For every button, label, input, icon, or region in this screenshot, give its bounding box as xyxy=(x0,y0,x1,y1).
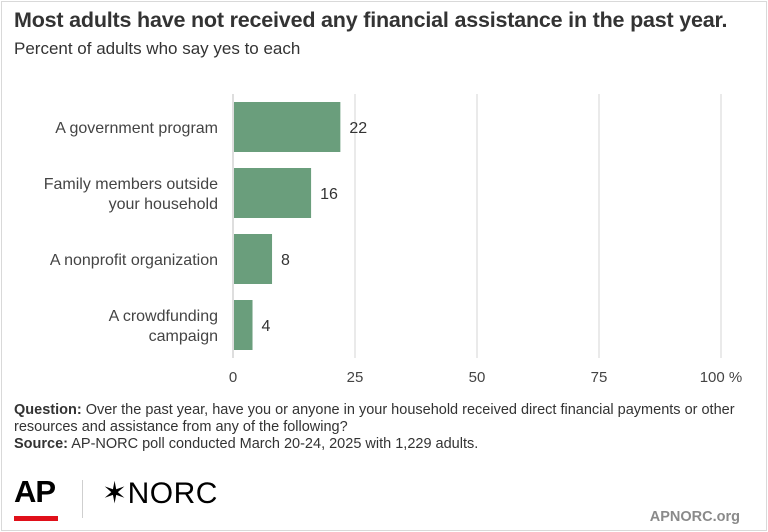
ap-logo: AP xyxy=(14,474,56,509)
x-tick-label: 25 xyxy=(347,369,364,386)
category-label-line: Family members outside xyxy=(44,176,218,193)
bar xyxy=(234,234,273,284)
source-label: Source: xyxy=(14,436,68,452)
chart-subtitle: Percent of adults who say yes to each xyxy=(14,39,301,58)
bar xyxy=(234,102,341,152)
category-label: A crowdfunding campaign xyxy=(109,308,218,345)
x-tick-label: 0 xyxy=(229,369,237,386)
logo-bar: AP ✶NORC APNORC.org xyxy=(14,474,754,525)
data-label: 16 xyxy=(320,186,338,203)
bar-chart: 0 25 50 75 100 % 22 A government program 16 Fami… xyxy=(44,94,743,386)
category-label-line: your household xyxy=(109,196,218,213)
norc-logo: ✶NORC xyxy=(102,477,218,510)
question-note: Question: Over the past year, have you o… xyxy=(14,402,754,436)
data-label: 22 xyxy=(349,120,367,137)
bar xyxy=(234,300,253,350)
category-label-line: campaign xyxy=(149,328,218,345)
site-link[interactable]: APNORC.org xyxy=(649,509,740,525)
source-note: Source: AP-NORC poll conducted March 20-… xyxy=(14,436,754,453)
category-label: A nonprofit organization xyxy=(50,252,218,269)
category-label-line: A crowdfunding xyxy=(109,308,218,325)
x-tick-label: 50 xyxy=(469,369,486,386)
category-label: Family members outside your household xyxy=(44,176,218,213)
ap-logo-underline xyxy=(14,516,58,521)
category-label: A government program xyxy=(55,120,218,137)
data-label: 8 xyxy=(281,252,290,269)
footnote: Question: Over the past year, have you o… xyxy=(14,402,754,453)
source-text: AP-NORC poll conducted March 20-24, 2025… xyxy=(68,436,479,452)
category-label-line: A government program xyxy=(55,120,218,137)
data-label: 4 xyxy=(262,318,271,335)
question-text: Over the past year, have you or anyone i… xyxy=(14,402,735,435)
x-tick-label: 75 xyxy=(591,369,608,386)
category-label-line: A nonprofit organization xyxy=(50,252,218,269)
x-tick-label: 100 % xyxy=(700,369,743,386)
page-title: Most adults have not received any financ… xyxy=(14,8,728,32)
bar xyxy=(234,168,312,218)
logo-divider xyxy=(82,480,83,518)
question-label: Question: xyxy=(14,402,82,418)
